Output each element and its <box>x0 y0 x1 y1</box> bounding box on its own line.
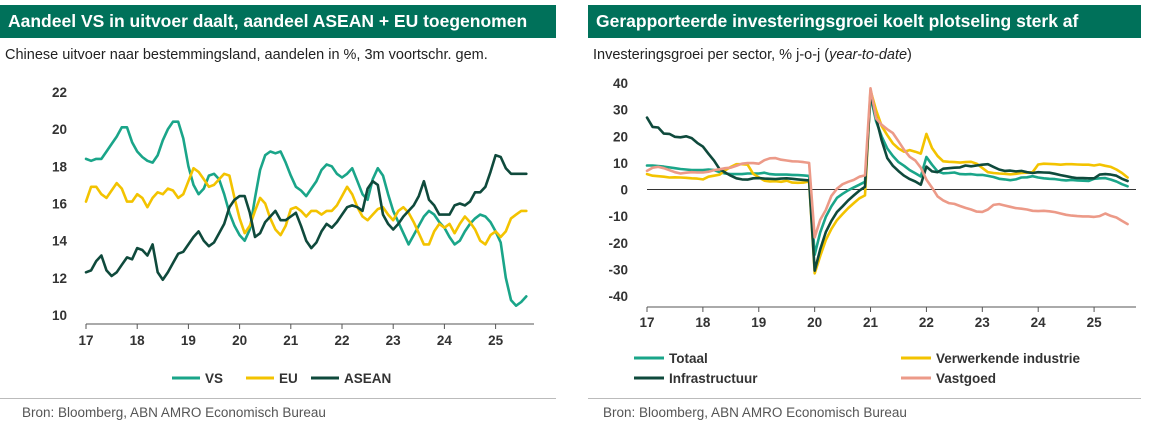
left-panel: Aandeel VS in uitvoer daalt, aandeel ASE… <box>0 0 560 433</box>
right-series-line-verwerkende-industrie <box>645 88 1129 275</box>
right-xtick-label: 20 <box>807 315 822 330</box>
left-ytick-label: 12 <box>52 271 67 286</box>
right-xtick-label: 21 <box>863 315 879 330</box>
left-legend-label-eu: EU <box>279 371 298 386</box>
left-xtick-label: 25 <box>488 333 504 348</box>
right-ytick-label: 40 <box>613 76 628 91</box>
left-ytick-label: 18 <box>52 159 68 174</box>
right-xtick-label: 17 <box>639 315 654 330</box>
right-series-line-infrastructuur <box>645 92 1129 272</box>
right-xtick-label: 24 <box>1031 315 1047 330</box>
right-ytick-label: 30 <box>613 103 628 118</box>
right-ytick-label: -40 <box>608 289 628 304</box>
right-legend-label-totaal: Totaal <box>669 351 708 366</box>
left-series-line-vs <box>84 120 528 307</box>
left-chart-subtitle: Chinese uitvoer naar bestemmingsland, aa… <box>5 47 488 63</box>
left-series-line-eu <box>84 166 528 246</box>
left-xtick-label: 17 <box>78 333 93 348</box>
right-legend-label-infrastructuur: Infrastructuur <box>669 371 758 386</box>
right-xtick-label: 22 <box>919 315 934 330</box>
right-legend-label-vastgoed: Vastgoed <box>936 371 996 386</box>
right-ytick-label: 20 <box>613 129 628 144</box>
left-xtick-label: 22 <box>334 333 349 348</box>
right-ytick-label: -30 <box>608 262 628 277</box>
left-xtick-label: 23 <box>386 333 402 348</box>
right-series-line-vastgoed <box>645 87 1129 239</box>
left-xtick-label: 20 <box>232 333 247 348</box>
right-subtitle-italic: year-to-date <box>829 47 908 63</box>
left-legend-label-asean: ASEAN <box>344 371 391 386</box>
left-xtick-label: 19 <box>181 333 196 348</box>
left-xtick-label: 21 <box>283 333 299 348</box>
right-xtick-label: 23 <box>975 315 991 330</box>
left-chart-title: Aandeel VS in uitvoer daalt, aandeel ASE… <box>0 5 556 38</box>
left-ytick-label: 20 <box>52 122 67 137</box>
right-ytick-label: -20 <box>608 236 628 251</box>
left-legend-label-vs: VS <box>205 371 223 386</box>
right-subtitle-end: ) <box>907 47 912 63</box>
left-xtick-label: 18 <box>130 333 146 348</box>
right-xtick-label: 18 <box>695 315 711 330</box>
right-xtick-label: 19 <box>751 315 766 330</box>
right-xtick-label: 25 <box>1087 315 1103 330</box>
right-ytick-label: 0 <box>620 183 628 198</box>
right-divider <box>588 398 1141 399</box>
right-subtitle-main: Investeringsgroei per sector, % j-o-j ( <box>593 47 830 63</box>
left-ytick-label: 16 <box>52 197 68 212</box>
right-legend-label-verwerkende-industrie: Verwerkende industrie <box>936 351 1081 366</box>
right-chart-subtitle: Investeringsgroei per sector, % j-o-j (y… <box>593 47 912 63</box>
right-chart-title: Gerapporteerde investeringsgroei koelt p… <box>588 5 1141 38</box>
right-panel: Gerapporteerde investeringsgroei koelt p… <box>588 0 1149 433</box>
left-ytick-label: 10 <box>52 308 67 323</box>
left-series-line-asean <box>84 153 528 281</box>
left-xtick-label: 24 <box>437 333 453 348</box>
left-source-note: Bron: Bloomberg, ABN AMRO Economisch Bur… <box>22 405 326 420</box>
left-divider <box>0 398 556 399</box>
left-line-chart: 10 12 14 16 18 20 22 17 18 19 20 21 22 23 24 25 VS EU ASEA… <box>52 85 534 386</box>
right-ytick-label: 10 <box>613 156 628 171</box>
right-source-note: Bron: Bloomberg, ABN AMRO Economisch Bur… <box>603 405 907 420</box>
right-ytick-label: -10 <box>608 209 628 224</box>
left-ytick-label: 22 <box>52 85 67 100</box>
right-line-chart: -40 -30 -20 -10 0 10 20 30 40 17 18 19 20 21 22 23 24 25 T… <box>608 76 1136 386</box>
left-ytick-label: 14 <box>52 234 68 249</box>
